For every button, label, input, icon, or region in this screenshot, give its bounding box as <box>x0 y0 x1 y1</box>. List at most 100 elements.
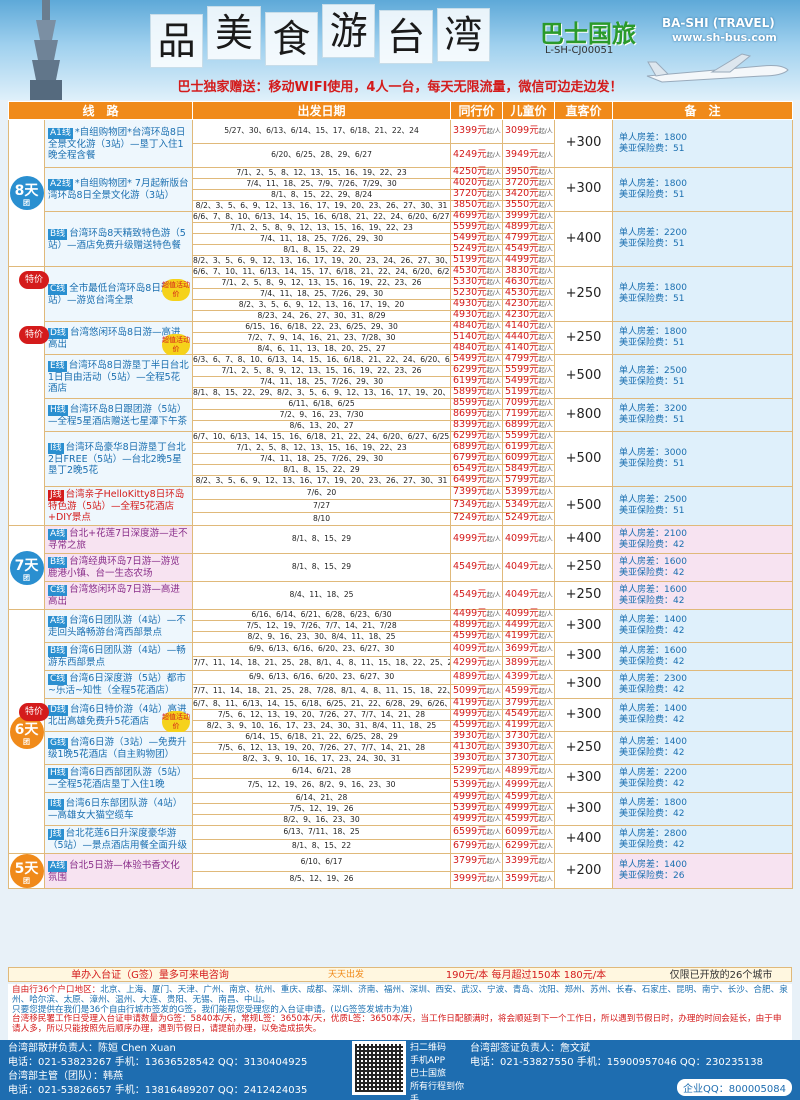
child-price: 4049元起/人 <box>502 553 556 582</box>
child-price-value: 4599元 <box>505 684 539 696</box>
route-cell-e[interactable]: E线 台湾环岛8日游垦丁半日台北1日自由活动（5站）—全程5花酒店 <box>43 354 194 399</box>
price-unit: 起/人 <box>486 127 501 135</box>
adult-price-value: 6499元 <box>453 474 487 486</box>
qr-code[interactable] <box>352 1041 406 1095</box>
table-row: A2线 *自组购物团* 7月起新版台湾环岛8日全景文化游（3站） 7/1、2、5、8… <box>9 166 794 212</box>
price-unit: 起/人 <box>486 224 501 232</box>
route-cell-b[interactable]: B线 台湾环岛8天精致特色游（5站）—酒店免费升级赠送特色餐 <box>43 211 194 267</box>
contact-name: 台湾部主管（团队）：韩燕 <box>8 1071 123 1082</box>
departure-dates: 8/1、8、15、22、29、8/2、3、5、6、9、12、13、16、17、1… <box>192 387 452 399</box>
direct-price-surcharge: +250 <box>554 553 614 582</box>
child-price-value: 4599元 <box>505 791 539 803</box>
departure-dates: 6/20、6/25、28、29、6/27 <box>192 143 452 168</box>
adult-price-value: 4499元 <box>453 608 487 620</box>
departure-dates: 6/15、16、6/18、22、23、6/25、29、30 <box>192 321 452 333</box>
direct-price-surcharge: +400 <box>554 211 614 267</box>
child-price: 6899元起/人 <box>502 420 556 432</box>
special-price-badge: 特价 <box>19 703 49 721</box>
child-price-value: 4440元 <box>505 331 539 343</box>
adult-price-value: 4530元 <box>453 265 487 277</box>
day-badge: 8天团 <box>9 176 44 210</box>
insurance-fee: 美亚保险费：42 <box>619 626 685 636</box>
price-unit: 起/人 <box>538 842 553 850</box>
route-cell-c[interactable]: C线 全市最低台湾环岛8日游（4站）—游览台湾全景 特价 超值活动价 <box>19 266 194 322</box>
table-row: 7天团 A线 台北+花莲7日深度游—走不寻常之旅 8/1、8、15、29 4999元起/… <box>8 525 794 610</box>
route-cell-c7[interactable]: C线 台湾悠闲环岛7日游—高进高出 <box>43 581 194 610</box>
route-description: 台北+花莲7日深度游—走不寻常之旅 <box>48 528 188 551</box>
route-code: G线 <box>48 737 68 749</box>
child-price-value: 5849元 <box>505 463 539 475</box>
route-description: 全市最低台湾环岛8日游（4站）—游览台湾全景 <box>48 282 186 306</box>
route-notes: 单人房差：1800 美亚保险费：51 <box>612 321 794 355</box>
departure-dates: 6/14、21、28 <box>192 792 452 804</box>
insurance-fee: 美亚保险费：42 <box>619 748 685 758</box>
child-price-value: 3599元 <box>505 872 539 884</box>
route-cell-b6[interactable]: B线 台湾6日团队游（4站）—畅游东西部景点 <box>43 642 194 671</box>
child-price-value: 5499元 <box>505 375 539 387</box>
title-char: 美 <box>207 6 261 60</box>
direct-price-surcharge: +300 <box>554 764 614 793</box>
departure-dates: 8/4、6、11、13、18、20、25、27 <box>192 343 452 355</box>
adult-price: 3399元起/人 <box>450 119 504 144</box>
route-cell-a2[interactable]: A2线 *自组购物团* 7月起新版台湾环岛8日全景文化游（3站） <box>43 167 194 212</box>
route-cell-j[interactable]: J线 台湾亲子HelloKitty8日环岛特色游（5站）—全程5花酒店+DIY景点 <box>43 486 194 526</box>
route-cell-i6[interactable]: I线 台湾6日东部团队游（4站）—高雄女大猫空缆车 <box>43 792 194 826</box>
price-unit: 起/人 <box>486 345 501 353</box>
price-unit: 起/人 <box>538 235 553 243</box>
route-cell-g6[interactable]: G线 台湾6日游（3站）—免费升级1晚5花酒店（自主购物团） <box>43 731 194 765</box>
child-price-value: 5599元 <box>505 364 539 376</box>
direct-price-surcharge: +400 <box>554 525 614 554</box>
col-header-direct-price: 直客价 <box>554 101 614 120</box>
title-char: 食 <box>264 12 318 66</box>
price-unit: 起/人 <box>486 875 501 883</box>
direct-price-surcharge: +300 <box>554 792 614 826</box>
price-unit: 起/人 <box>538 687 553 695</box>
cities-note: 只要您提供在我们是36个自由行城市签发的G签，我们能帮您受理您的入台证申请。(以… <box>12 1004 413 1015</box>
adult-price-value: 6899元 <box>453 441 487 453</box>
price-unit: 起/人 <box>486 290 501 298</box>
price-unit: 起/人 <box>538 378 553 386</box>
direct-price-surcharge: +250 <box>554 731 614 765</box>
route-cell-a1[interactable]: A1线 *自组购物团*台湾环岛8日全景文化游（3站）—垦丁入住1晚全程含餐 <box>43 119 194 168</box>
route-cell-j6[interactable]: J线 台北花莲6日升深度豪华游（5站）—景点酒店用餐全面升级 <box>43 825 194 854</box>
price-unit: 起/人 <box>538 301 553 309</box>
adult-price-value: 8399元 <box>453 419 487 431</box>
route-cell-h6[interactable]: H线 台湾6日西部团队游（5站）—全程5花酒店垦丁入住1晚 <box>43 764 194 793</box>
price-unit: 起/人 <box>486 279 501 287</box>
route-description: *自组购物团* 7月起新版台湾环岛8日全景文化游（3站） <box>48 178 189 201</box>
route-notes: 单人房差：2500 美亚保险费：51 <box>612 486 794 526</box>
child-price: 3899元起/人 <box>502 656 556 671</box>
adult-price-value: 6549元 <box>453 463 487 475</box>
child-price-value: 5349元 <box>505 499 539 511</box>
contact-block-left: 台湾部散拼负责人：陈姮 Chen Xuan 电话：021-53823267 手机… <box>8 1042 348 1098</box>
child-price-value: 3899元 <box>505 656 539 668</box>
route-cell-a5[interactable]: A线 台北5日游—体验书香文化氛围 <box>43 853 194 889</box>
adult-price-value: 4930元 <box>453 309 487 321</box>
child-price: 4599元起/人 <box>502 814 556 826</box>
adult-price: 4099元起/人 <box>450 642 504 657</box>
brand-website[interactable]: www.sh-bus.com <box>672 31 777 44</box>
route-cell-d[interactable]: D线 台湾悠闲环岛8日游—高进高出 特价 超值活动价 <box>19 321 194 356</box>
child-price-value: 3699元 <box>505 642 539 654</box>
day-count-label: 7天 <box>14 557 39 574</box>
price-unit: 起/人 <box>538 246 553 254</box>
table-row: H线 台湾环岛8日跟团游（5站）—全程5星酒店赠送七星潭下午茶 6/11、6/18、… <box>9 398 794 432</box>
route-cell-a7[interactable]: A线 台北+花莲7日深度游—走不寻常之旅 <box>43 525 194 554</box>
insurance-fee: 美亚保险费：42 <box>619 539 685 550</box>
direct-price-surcharge: +300 <box>554 698 614 732</box>
enterprise-qq-badge[interactable]: 企业QQ：800005084 <box>676 1079 792 1096</box>
route-cell-i[interactable]: I线 台湾环岛豪华8日游垦丁台北2日FREE（5站）—台北2晚5星垦丁2晚5花 <box>43 431 194 487</box>
route-cell-c6[interactable]: C线 台湾6日深度游（5站）都市~乐活~知性（全程5花酒店） <box>43 670 194 699</box>
adult-price-value: 4250元 <box>453 166 487 178</box>
route-cell-a6[interactable]: A线 台湾6日团队游（4站）—不走回头路畅游台湾西部景点 <box>43 609 194 643</box>
adult-price: 5399元起/人 <box>450 778 504 793</box>
route-cell-h[interactable]: H线 台湾环岛8日跟团游（5站）—全程5星酒店赠送七星潭下午茶 <box>43 398 194 432</box>
adult-price: 5299元起/人 <box>450 764 504 779</box>
child-price-value: 3730元 <box>505 752 539 764</box>
route-cell-d6[interactable]: D线 台湾6日特价游（4站）高进北出高雄免费升5花酒店 特价 超值活动价 <box>19 698 194 733</box>
price-unit: 起/人 <box>486 444 501 452</box>
route-code: H线 <box>48 768 68 779</box>
route-cell-b7[interactable]: B线 台湾经典环岛7日游—游览鹿港小镇、台一生态农场 <box>43 553 194 582</box>
direct-price-surcharge: +500 <box>554 486 614 526</box>
adult-price: 6599元起/人 <box>450 825 504 840</box>
